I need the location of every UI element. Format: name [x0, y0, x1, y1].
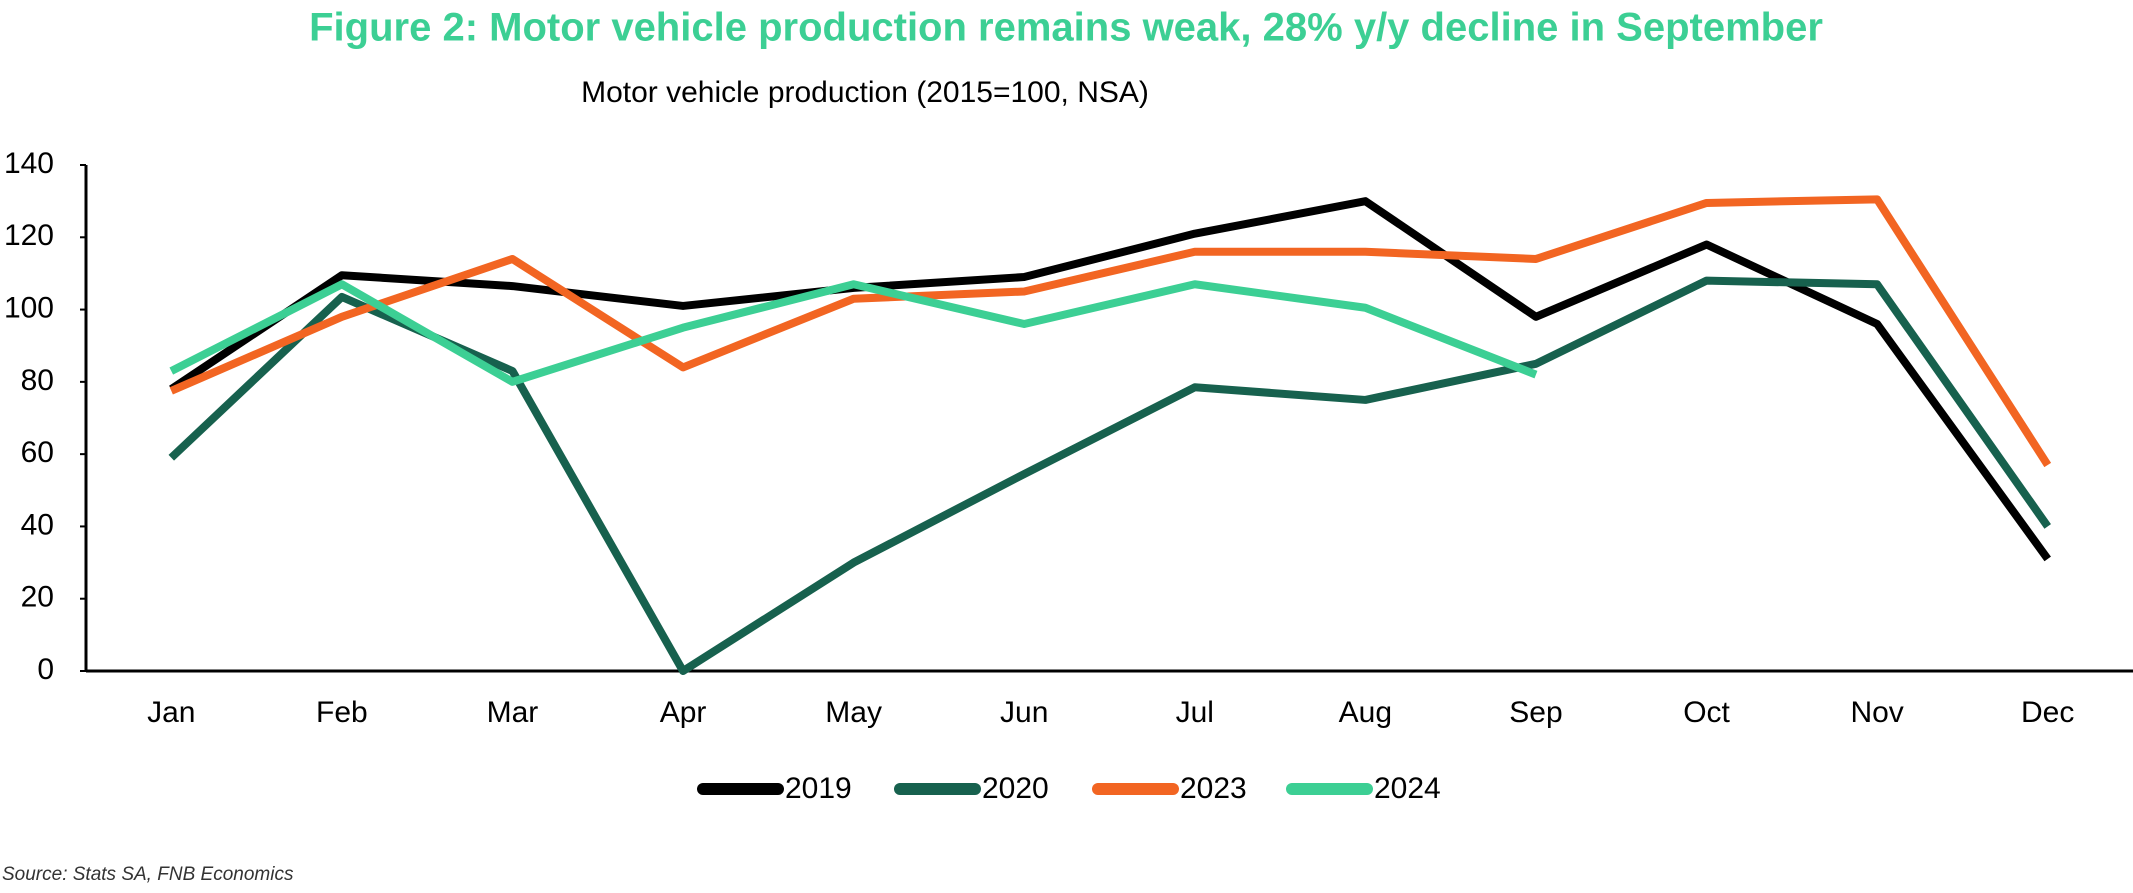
source: Source: Stats SA, FNB Economics: [2, 864, 294, 885]
y-tick-label: 80: [21, 364, 54, 397]
chart-subtitle: Motor vehicle production (2015=100, NSA): [581, 76, 1149, 109]
x-tick-label: Jul: [1176, 696, 1214, 729]
x-tick-label: Oct: [1683, 696, 1730, 729]
y-tick-label: 100: [4, 291, 54, 324]
y-tick-label: 120: [4, 219, 54, 252]
x-tick-label: Dec: [2021, 696, 2074, 729]
x-tick-label: Mar: [487, 696, 539, 729]
legend-label: 2024: [1374, 772, 1441, 805]
series-line: [169, 197, 2051, 562]
y-tick-label: 0: [37, 653, 54, 686]
x-tick-label: May: [825, 696, 882, 729]
x-tick-label: Nov: [1850, 696, 1903, 729]
x-tick-label: Aug: [1339, 696, 1392, 729]
x-tick-label: Sep: [1509, 696, 1562, 729]
x-tick-label: Apr: [660, 696, 707, 729]
x-tick-label: Feb: [316, 696, 368, 729]
legend-label: 2023: [1180, 772, 1247, 805]
series-line: [169, 195, 2052, 468]
chart-title: Figure 2: Motor vehicle production remai…: [309, 6, 1823, 50]
y-tick-label: 60: [21, 436, 54, 469]
legend-label: 2019: [785, 772, 852, 805]
series-line: [168, 276, 2051, 675]
y-tick-label: 140: [4, 147, 54, 180]
series-line: [169, 280, 1538, 386]
x-tick-label: Jan: [147, 696, 195, 729]
x-tick-label: Jun: [1000, 696, 1048, 729]
legend-label: 2020: [982, 772, 1049, 805]
y-tick-label: 40: [21, 508, 54, 541]
y-tick-label: 20: [21, 581, 54, 614]
